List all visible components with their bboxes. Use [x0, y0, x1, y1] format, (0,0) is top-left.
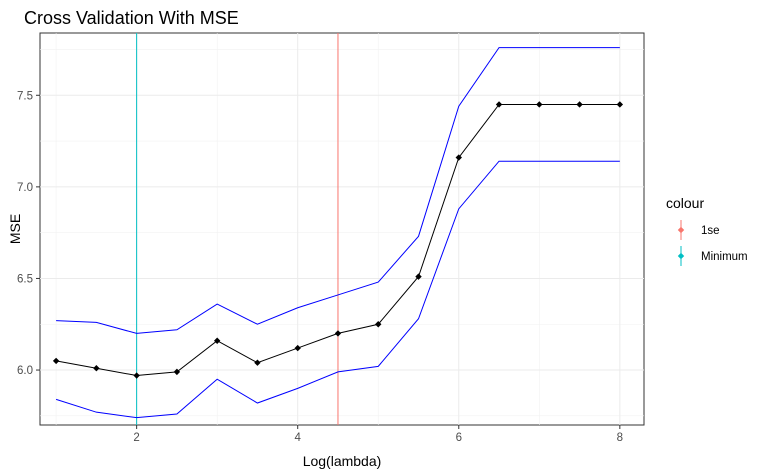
x-tick-label: 8: [617, 432, 623, 444]
legend-title: colour: [666, 195, 704, 211]
y-axis-title: MSE: [7, 214, 23, 244]
x-axis-title: Log(lambda): [303, 453, 382, 469]
mean-point: [455, 154, 462, 161]
mean-point: [133, 372, 140, 379]
major-gridlines: [40, 33, 644, 425]
minor-gridlines: [40, 33, 644, 425]
x-tick-label: 4: [295, 432, 302, 444]
y-tick-label: 7.0: [17, 182, 33, 194]
y-tick-label: 7.5: [17, 90, 33, 102]
mean-point: [334, 330, 342, 337]
mean-point: [616, 101, 624, 108]
mean-point: [495, 101, 503, 108]
y-tick-label: 6.0: [17, 365, 33, 377]
chart-title: Cross Validation With MSE: [24, 8, 239, 28]
mean-point: [213, 337, 221, 344]
x-tick-label: 2: [133, 432, 139, 444]
legend-label: 1se: [701, 225, 720, 237]
mean-point: [294, 344, 301, 352]
mean-point: [576, 101, 583, 108]
x-axis-ticks: 2 4 6 8: [133, 425, 623, 444]
mean-point: [93, 365, 100, 372]
legend: colour 1se Minimum: [666, 195, 748, 266]
reference-lines: [136, 33, 339, 425]
legend-label: Minimum: [701, 251, 748, 263]
legend-key-point: [677, 226, 685, 234]
x-tick-label: 6: [456, 432, 462, 444]
mean-point: [173, 368, 181, 376]
plot-panel: [39, 32, 645, 426]
mean-points: [52, 101, 624, 379]
mean-point: [254, 359, 261, 366]
mean-point: [375, 321, 382, 328]
mean-point: [536, 101, 543, 108]
legend-key-point: [677, 252, 685, 260]
y-tick-label: 6.5: [17, 273, 33, 285]
mean-point: [52, 357, 60, 365]
mean-point: [415, 273, 422, 280]
series-line-lower: [55, 160, 620, 419]
series-line-upper: [56, 47, 620, 334]
y-axis-ticks: 6.0 6.5 7.0 7.5: [17, 90, 40, 377]
